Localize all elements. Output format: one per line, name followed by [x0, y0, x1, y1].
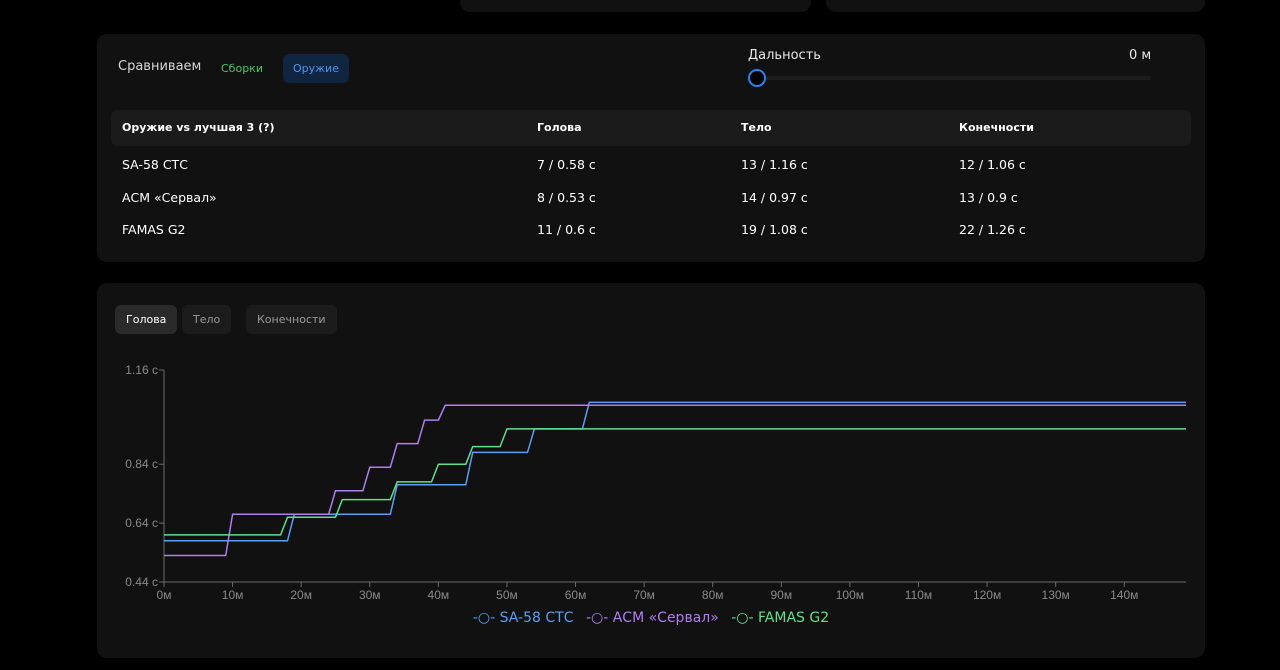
table-row: FAMAS G2 11 / 0.6 с 19 / 1.08 с 22 / 1.2… [111, 215, 1191, 245]
y-tick-label: 1.16 с [125, 363, 158, 377]
legend-item-serval[interactable]: -○- АСМ «Сервал» [586, 610, 719, 626]
table-header: Оружие vs лучшая 3 (?) Голова Тело Конеч… [111, 110, 1191, 146]
header-body: Тело [741, 121, 772, 134]
head-value: 7 / 0.58 с [537, 157, 596, 172]
legend-label: АСМ «Сервал» [612, 610, 719, 626]
x-tick-label: 80м [702, 588, 724, 602]
head-value: 11 / 0.6 с [537, 222, 596, 237]
head-value: 8 / 0.53 с [537, 190, 596, 205]
header-head: Голова [537, 121, 582, 134]
x-tick-label: 0м [157, 588, 172, 602]
builds-toggle-button[interactable]: Сборки [221, 62, 263, 75]
legend-label: SA-58 СТС [499, 610, 574, 626]
range-slider-track[interactable] [757, 76, 1151, 80]
legend-label: FAMAS G2 [758, 610, 830, 626]
weapons-toggle-button[interactable]: Оружие [283, 54, 349, 83]
body-value: 14 / 0.97 с [741, 190, 808, 205]
legend-item-famas[interactable]: -○- FAMAS G2 [731, 610, 829, 626]
weapon-name: SA-58 СТС [122, 157, 188, 172]
chart-panel: Голова Тело Конечности 0.44 с 0.64 с 0.84 … [97, 283, 1205, 658]
x-tick-label: 20м [290, 588, 312, 602]
series-line [164, 401, 1186, 542]
legend-marker-icon: -○- [472, 610, 496, 626]
tab-head[interactable]: Голова [115, 305, 178, 334]
body-value: 19 / 1.08 с [741, 222, 808, 237]
series-line [164, 428, 1186, 536]
table-row: АСМ «Сервал» 8 / 0.53 с 14 / 0.97 с 13 /… [111, 183, 1191, 213]
x-tick-label: 110м [905, 588, 932, 602]
top-card-right [826, 0, 1205, 12]
x-tick-label: 70м [633, 588, 655, 602]
compare-label: Сравниваем [118, 59, 202, 74]
legend-marker-icon: -○- [731, 610, 754, 626]
body-value: 13 / 1.16 с [741, 157, 808, 172]
x-tick-label: 40м [428, 588, 450, 602]
header-limbs: Конечности [959, 121, 1034, 134]
top-card-left [460, 0, 811, 12]
range-slider-thumb[interactable] [748, 69, 766, 87]
range-label: Дальность [748, 48, 821, 63]
y-tick-label: 0.64 с [125, 516, 158, 530]
x-tick-label: 10м [222, 588, 244, 602]
x-tick-label: 100м [836, 588, 864, 602]
x-tick-label: 50м [496, 588, 518, 602]
limbs-value: 12 / 1.06 с [959, 157, 1026, 172]
header-weapon[interactable]: Оружие vs лучшая 3 (?) [122, 121, 275, 134]
x-tick-label: 140м [1110, 588, 1138, 602]
weapon-name: АСМ «Сервал» [122, 190, 217, 205]
limbs-value: 22 / 1.26 с [959, 222, 1026, 237]
x-tick-label: 30м [359, 588, 381, 602]
tab-body[interactable]: Тело [182, 305, 232, 334]
x-tick-label: 90м [771, 588, 793, 602]
x-tick-label: 120м [973, 588, 1001, 602]
tab-limbs[interactable]: Конечности [246, 305, 337, 334]
range-value: 0 м [1129, 48, 1152, 63]
limbs-value: 13 / 0.9 с [959, 190, 1018, 205]
ttk-chart: 0.44 с 0.64 с 0.84 с 1.16 с 0м 10м 20м 30м 40м 50… [125, 363, 1186, 602]
y-tick-label: 0.44 с [125, 575, 158, 589]
legend-marker-icon: -○- [585, 610, 609, 626]
x-tick-label: 130м [1042, 588, 1070, 602]
series-line [164, 404, 1186, 557]
y-tick-label: 0.84 с [125, 457, 158, 471]
weapon-name: FAMAS G2 [122, 222, 186, 237]
chart-legend: -○- SA-58 СТС -○- АСМ «Сервал» -○- FAMAS… [97, 610, 1205, 626]
legend-item-sa58[interactable]: -○- SA-58 СТС [473, 610, 574, 626]
comparison-panel: Сравниваем Сборки Оружие Дальность 0 м О… [97, 34, 1205, 262]
table-row: SA-58 СТС 7 / 0.58 с 13 / 1.16 с 12 / 1.… [111, 150, 1191, 180]
x-tick-label: 60м [565, 588, 587, 602]
